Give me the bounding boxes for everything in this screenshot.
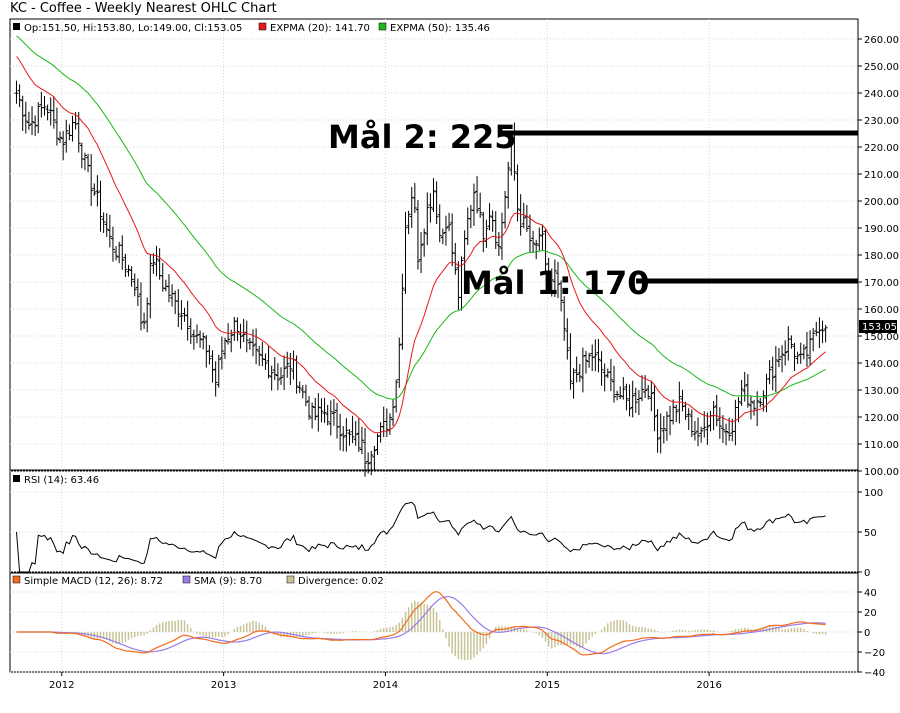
price-tick-label: 180.00 bbox=[864, 251, 899, 262]
x-tick-label: 2013 bbox=[211, 680, 236, 691]
price-tick-label: 260.00 bbox=[864, 35, 899, 46]
rsi-line bbox=[16, 501, 826, 573]
divergence-legend-swatch bbox=[286, 575, 295, 584]
x-tick-label: 2012 bbox=[49, 680, 74, 691]
target2-label: Mål 2: 225 bbox=[328, 118, 517, 156]
ema50-line bbox=[16, 35, 826, 400]
ema50-legend-swatch bbox=[378, 22, 387, 31]
rsi-tick-label: 0 bbox=[864, 568, 870, 579]
target1-label: Mål 1: 170 bbox=[461, 264, 650, 302]
price-tick-label: 240.00 bbox=[864, 89, 899, 100]
ohlc-legend: Op:151.50, Hi:153.80, Lo:149.00, Cl:153.… bbox=[24, 23, 242, 34]
ema20-legend: EXPMA (20): 141.70 bbox=[270, 23, 370, 34]
sma-legend-swatch bbox=[182, 575, 191, 584]
price-tick-label: 210.00 bbox=[864, 170, 899, 181]
macd-legend-swatch bbox=[12, 575, 21, 584]
price-tick-label: 130.00 bbox=[864, 386, 899, 397]
price-tick-label: 140.00 bbox=[864, 359, 899, 370]
rsi-panel bbox=[9, 470, 859, 573]
rsi-tick-label: 50 bbox=[864, 528, 877, 539]
last-price-box bbox=[859, 320, 897, 333]
macd-tick-label: 20 bbox=[864, 608, 877, 619]
macd-tick-label: 0 bbox=[864, 628, 870, 639]
macd-legend: Simple MACD (12, 26): 8.72 bbox=[24, 576, 163, 587]
rsi-legend: RSI (14): 63.46 bbox=[24, 475, 99, 486]
macd-tick-label: −40 bbox=[864, 668, 885, 679]
price-tick-label: 150.00 bbox=[864, 332, 899, 343]
macd-tick-label: −20 bbox=[864, 648, 885, 659]
x-tick-label: 2016 bbox=[696, 680, 721, 691]
macd-line bbox=[16, 590, 826, 656]
price-tick-label: 200.00 bbox=[864, 197, 899, 208]
divergence-legend: Divergence: 0.02 bbox=[298, 576, 384, 587]
price-tick-label: 160.00 bbox=[864, 305, 899, 316]
ema50-legend: EXPMA (50): 135.46 bbox=[390, 23, 490, 34]
ema20-legend-swatch bbox=[258, 22, 267, 31]
chart-title: KC - Coffee - Weekly Nearest OHLC Chart bbox=[10, 1, 277, 16]
ohlc-legend-swatch bbox=[13, 23, 20, 30]
price-tick-label: 230.00 bbox=[864, 116, 899, 127]
price-panel bbox=[9, 18, 859, 471]
price-tick-label: 220.00 bbox=[864, 143, 899, 154]
price-tick-label: 100.00 bbox=[864, 467, 899, 478]
x-tick-label: 2014 bbox=[373, 680, 398, 691]
price-tick-label: 120.00 bbox=[864, 413, 899, 424]
x-tick-label: 2015 bbox=[535, 680, 560, 691]
ema20-line bbox=[16, 56, 826, 434]
macd-tick-label: 40 bbox=[864, 588, 877, 599]
price-tick-label: 190.00 bbox=[864, 224, 899, 235]
price-tick-label: 170.00 bbox=[864, 278, 899, 289]
price-tick-label: 250.00 bbox=[864, 62, 899, 73]
rsi-tick-label: 100 bbox=[864, 488, 883, 499]
last-price-label: 153.05 bbox=[862, 322, 897, 333]
rsi-legend-swatch bbox=[13, 475, 20, 482]
price-tick-label: 110.00 bbox=[864, 440, 899, 451]
sma-legend: SMA (9): 8.70 bbox=[194, 576, 262, 587]
